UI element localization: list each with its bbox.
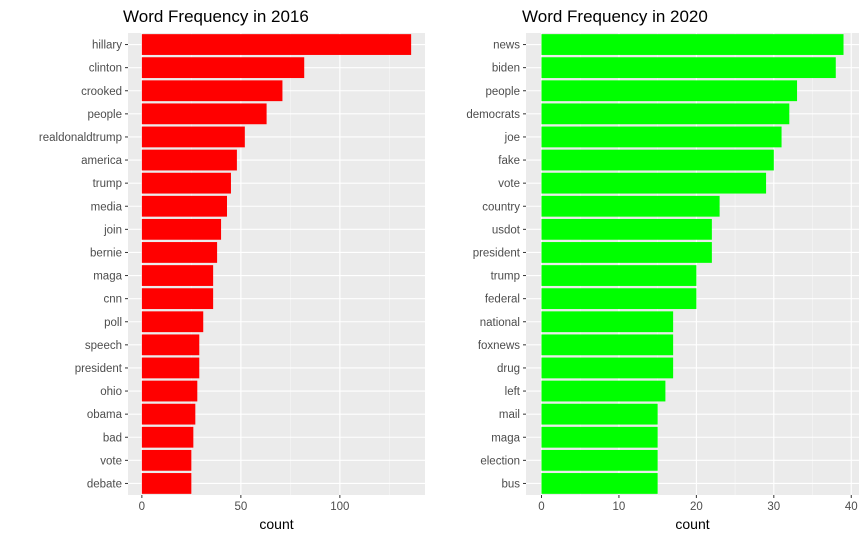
category-label: hillary (92, 40, 122, 52)
category-label: president (75, 363, 123, 375)
bar-hillary (141, 34, 412, 55)
bar-clinton (141, 57, 305, 79)
chart-2016: hillary clinton crooked people realdonaldtru… (39, 7, 425, 532)
x-tick-label: 10 (613, 501, 626, 513)
category-label: cnn (103, 294, 122, 306)
x-axis-title: count (259, 516, 293, 532)
category-label: people (87, 109, 122, 121)
category-label: drug (497, 363, 520, 375)
chart-title: Word Frequency in 2020 (522, 7, 708, 26)
category-label: national (480, 317, 520, 329)
bar-maga (141, 265, 214, 286)
bar-biden (541, 57, 836, 79)
category-label: bad (103, 432, 122, 444)
category-label: country (482, 201, 520, 213)
category-label: foxnews (478, 340, 520, 352)
category-label: election (480, 455, 520, 467)
chart-2020: news biden people democrats joe fake vote count… (466, 7, 859, 532)
x-axis-title: count (675, 516, 709, 532)
bar-left (541, 380, 666, 402)
bar-vote (541, 172, 767, 194)
bar-election (541, 449, 658, 471)
x-tick-label: 0 (538, 501, 544, 513)
bar-poll (141, 311, 204, 333)
category-label: vote (498, 178, 520, 190)
panel-background (128, 33, 425, 495)
bar-news (541, 34, 844, 55)
x-tick-label: 20 (690, 501, 703, 513)
category-label: trump (93, 178, 122, 190)
bar-foxnews (541, 334, 674, 356)
category-label: mail (499, 409, 520, 421)
bar-realdonaldtrump (141, 126, 245, 148)
category-label: bernie (90, 247, 122, 259)
category-label: fake (498, 155, 520, 167)
category-label: america (81, 155, 123, 167)
bar-democrats (541, 103, 790, 125)
bar-president (141, 357, 200, 379)
category-label: realdonaldtrump (39, 132, 122, 144)
x-tick-label: 100 (330, 501, 349, 513)
bar-cnn (141, 288, 214, 310)
bar-trump (541, 265, 697, 286)
bar-speech (141, 334, 200, 356)
bar-bernie (141, 242, 218, 263)
bar-people (541, 80, 798, 102)
bar-bad (141, 426, 194, 448)
category-label: obama (87, 409, 123, 421)
bar-federal (541, 288, 697, 310)
x-tick-label: 40 (845, 501, 858, 513)
bar-people (141, 103, 267, 125)
bar-usdot (541, 218, 712, 240)
bar-joe (541, 126, 782, 148)
x-tick-label: 50 (234, 501, 247, 513)
bar-ohio (141, 380, 198, 402)
category-label: maga (93, 271, 122, 283)
bar-mail (541, 403, 658, 425)
bar-media (141, 195, 227, 217)
category-label: trump (491, 271, 520, 283)
bar-country (541, 195, 720, 217)
category-label: news (493, 40, 520, 52)
category-label: democrats (466, 109, 520, 121)
bar-president (541, 242, 712, 263)
bar-america (141, 149, 237, 171)
x-tick-label: 0 (139, 501, 145, 513)
bar-bus (541, 473, 658, 494)
bar-drug (541, 357, 674, 379)
category-label: people (485, 86, 520, 98)
category-label: left (505, 386, 521, 398)
category-label: crooked (81, 86, 122, 98)
panel-background (526, 33, 859, 495)
category-label: biden (492, 63, 520, 75)
category-label: vote (100, 455, 122, 467)
bar-join (141, 218, 222, 240)
category-label: joe (504, 132, 520, 144)
category-label: ohio (100, 386, 122, 398)
category-label: media (91, 201, 123, 213)
x-tick-label: 30 (767, 501, 780, 513)
bar-vote (141, 449, 192, 471)
category-label: clinton (89, 63, 122, 75)
bar-trump (141, 172, 231, 194)
category-label: debate (87, 478, 122, 490)
bar-fake (541, 149, 774, 171)
bar-debate (141, 473, 192, 494)
bar-obama (141, 403, 196, 425)
category-label: maga (491, 432, 520, 444)
category-label: poll (104, 317, 122, 329)
category-label: federal (485, 294, 520, 306)
category-label: president (473, 247, 521, 259)
bar-maga (541, 426, 658, 448)
bar-national (541, 311, 674, 333)
chart-title: Word Frequency in 2016 (123, 7, 309, 26)
category-label: join (103, 224, 122, 236)
bar-crooked (141, 80, 283, 102)
category-label: speech (85, 340, 122, 352)
category-label: usdot (492, 224, 521, 236)
category-label: bus (501, 478, 520, 490)
